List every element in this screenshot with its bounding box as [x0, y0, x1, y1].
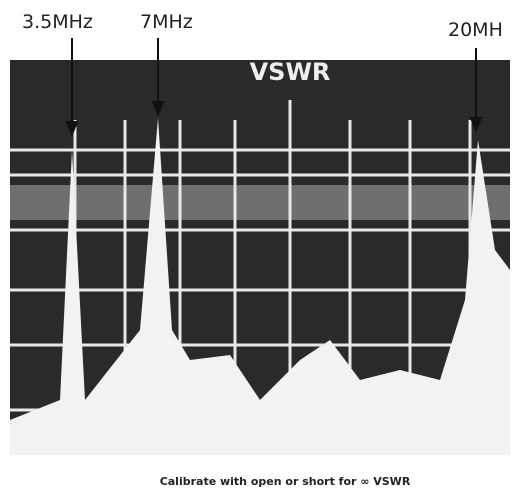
vswr-trace	[10, 118, 510, 465]
marker-label: 3.5MHz	[22, 11, 93, 33]
marker-label: 7MHz	[140, 11, 193, 33]
screen-caption: Calibrate with open or short for ∞ VSWR	[160, 475, 411, 488]
screen-band	[10, 185, 510, 220]
screen-title: VSWR	[250, 58, 331, 86]
caption-strip	[10, 455, 510, 499]
marker-arrows	[65, 38, 483, 137]
marker-label: 20MH	[448, 19, 503, 41]
